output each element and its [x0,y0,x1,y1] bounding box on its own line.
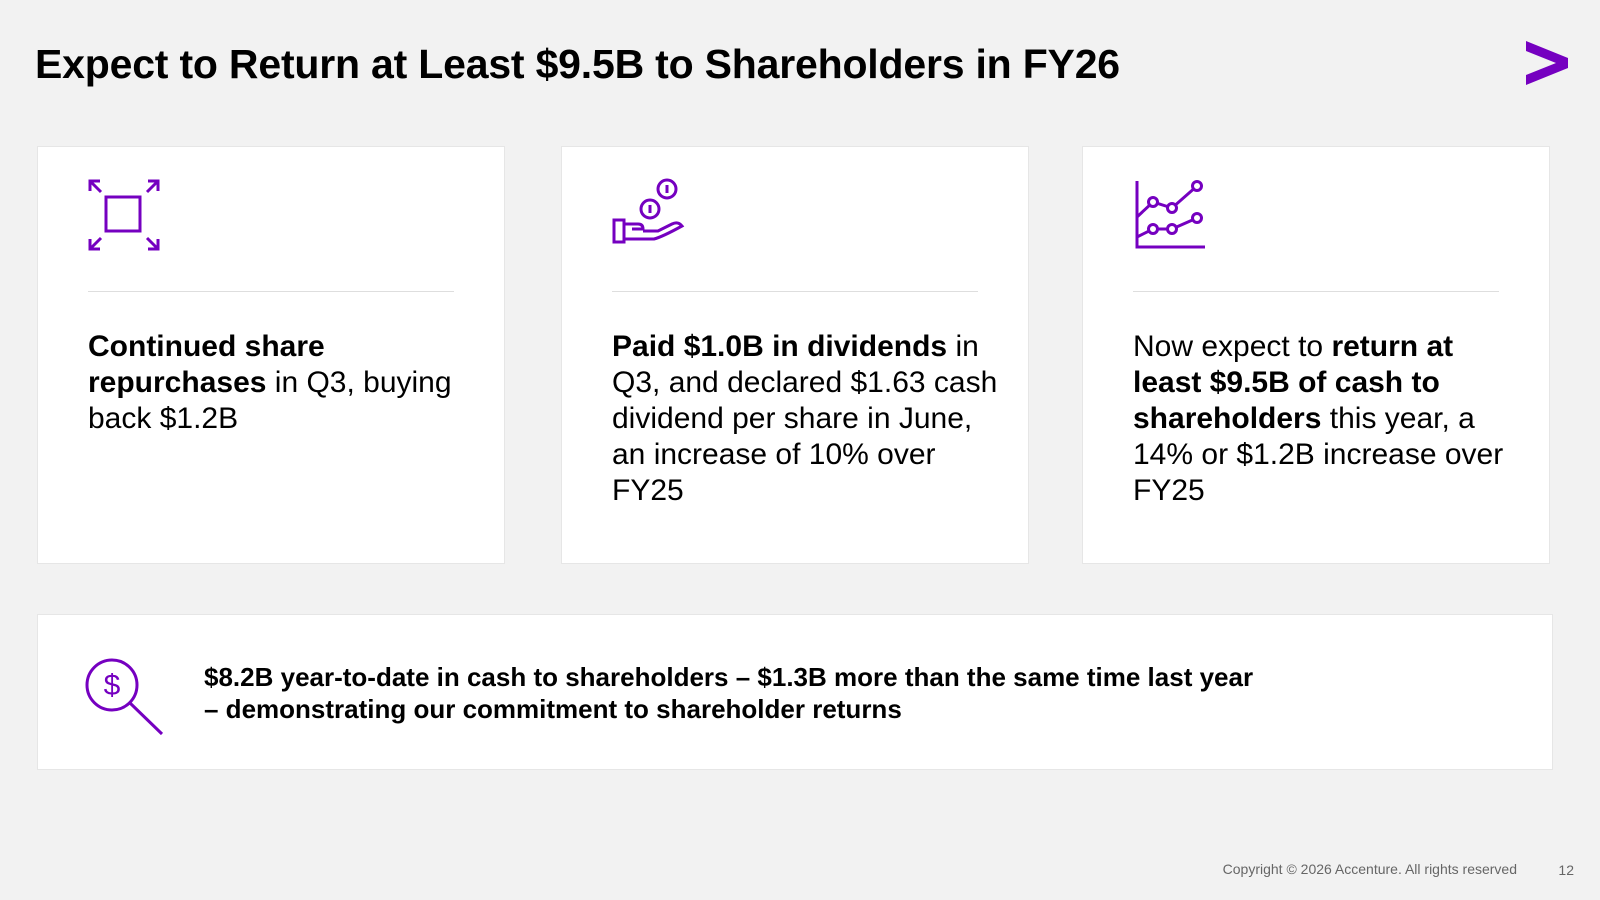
card-text-regular: Now expect to [1133,330,1332,363]
accenture-logo-icon [1526,41,1568,85]
expand-arrows-icon [88,179,160,251]
summary-line-1: $8.2B year-to-date in cash to shareholde… [204,662,1254,692]
summary-line-2: – demonstrating our commitment to shareh… [204,694,902,724]
hand-coins-icon [612,178,685,244]
card-text-bold: return at least $9.5B of cash to shareho… [1133,330,1454,435]
slide-title: Expect to Return at Least $9.5B to Share… [35,41,1120,87]
summary-text: $8.2B year-to-date in cash to shareholde… [204,661,1404,725]
footer-copyright: Copyright © 2026 Accenture. All rights r… [1222,861,1517,877]
card-return-expectation: Now expect to return at least $9.5B of c… [1082,146,1550,564]
card-divider [612,291,978,292]
card-divider [1133,291,1499,292]
card-share-repurchases: Continued share repurchases in Q3, buyin… [37,146,505,564]
card-text-bold: Continued share repurchases [88,330,325,399]
svg-text:$: $ [104,669,121,702]
card-divider [88,291,454,292]
card-text: Continued share repurchases in Q3, buyin… [88,329,474,437]
card-text: Now expect to return at least $9.5B of c… [1133,329,1519,509]
line-chart-icon [1135,180,1205,249]
card-text-bold: Paid $1.0B in dividends [612,330,948,363]
card-text: Paid $1.0B in dividends in Q3, and decla… [612,329,998,509]
summary-panel: $ $8.2B year-to-date in cash to sharehol… [37,614,1553,770]
page-number: 12 [1558,862,1574,878]
card-text-regular: in Q3, buying back $1.2B [88,366,452,435]
card-dividends: Paid $1.0B in dividends in Q3, and decla… [561,146,1029,564]
card-text-regular: in Q3, and declared $1.63 cash dividend … [612,330,998,507]
dollar-magnifier-icon: $ [85,658,164,736]
card-text-regular: this year, a 14% or $1.2B increase over … [1133,402,1504,507]
